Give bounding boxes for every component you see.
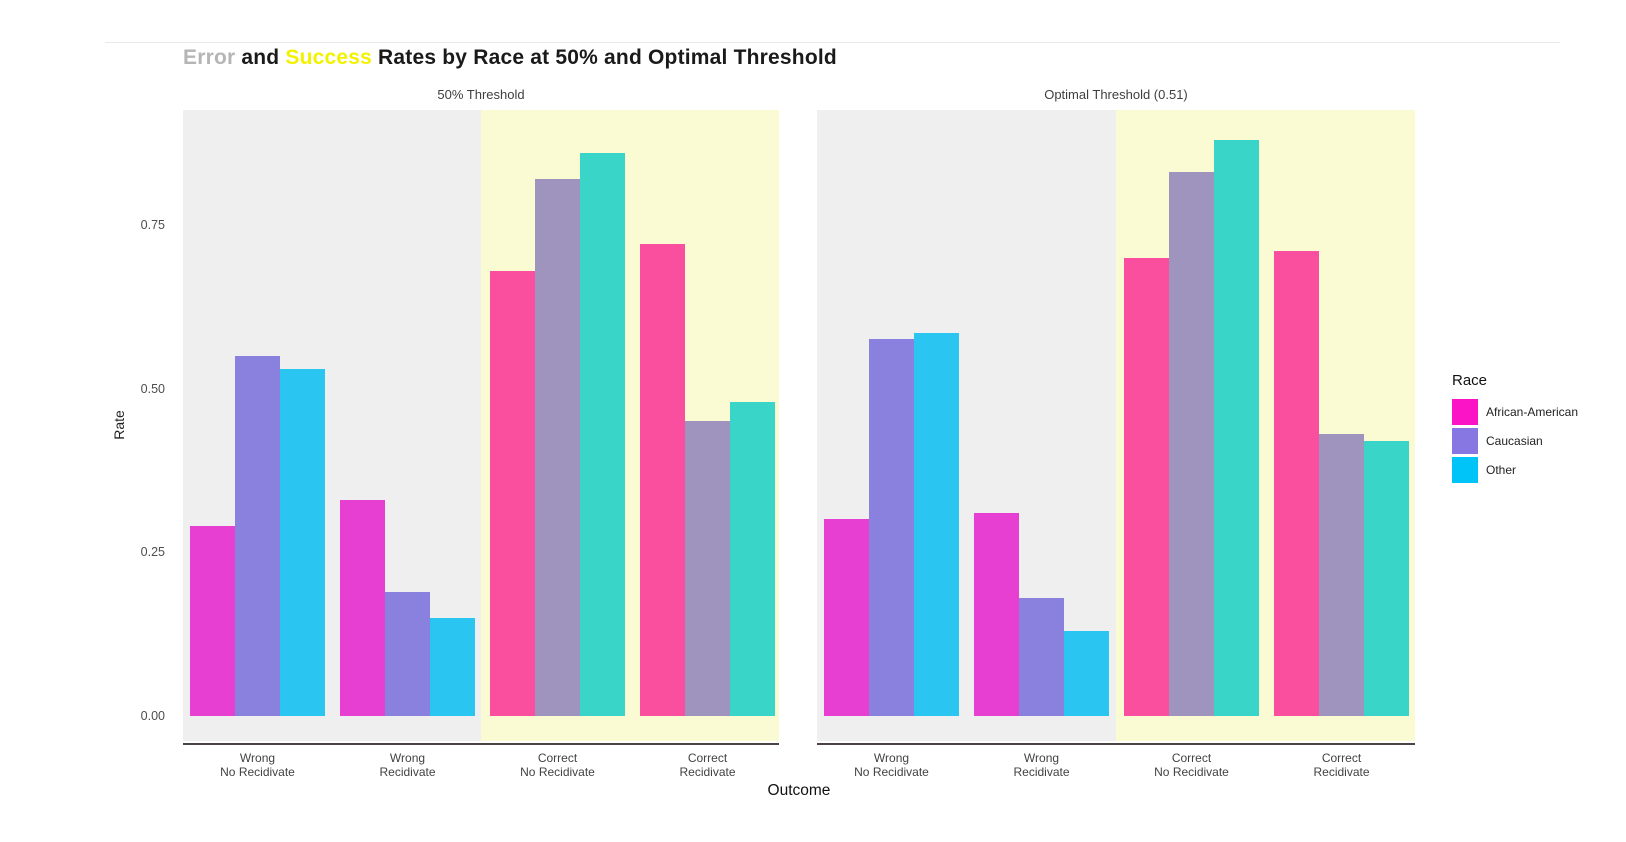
x-tick-label: Wrong No Recidivate [220,751,295,779]
bar-other [1364,441,1409,716]
x-tick-label: Correct Recidivate [679,751,736,779]
bar-caucasian [1169,172,1214,716]
legend-label: Other [1486,462,1517,477]
x-tick-label: Wrong Recidivate [1013,751,1070,779]
bar-african-american [1124,258,1169,716]
top-divider [105,42,1560,43]
bar-other [914,333,959,716]
bar-caucasian [1019,598,1064,716]
bar-caucasian [235,356,280,716]
legend-swatch-caucasian [1452,427,1478,454]
x-tick-label: Wrong No Recidivate [854,751,929,779]
bar-caucasian [385,592,430,716]
x-tick-label: Correct No Recidivate [1154,751,1229,779]
x-axis-line-right [817,743,1415,745]
chart-title-rest: Rates by Race at 50% and Optimal Thresho… [372,46,837,69]
bar-other [1214,140,1259,716]
legend-swatch-other [1452,456,1478,483]
chart-title: Error and Success Rates by Race at 50% a… [183,46,837,70]
x-axis-line-left [183,743,779,745]
bar-caucasian [535,179,580,716]
facet-title-50pct: 50% Threshold [437,87,525,102]
chart-title-and: and [241,46,286,69]
bar-caucasian [869,339,914,716]
bar-other [280,369,325,716]
legend-swatch-african-american [1452,398,1478,425]
legend-entry: Caucasian [1452,426,1578,455]
bar-african-american [824,519,869,716]
legend-entry: African-American [1452,397,1578,426]
x-tick-label: Correct Recidivate [1313,751,1370,779]
bar-african-american [490,271,535,716]
legend-label: African-American [1486,404,1579,419]
x-axis-title: Outcome [767,782,831,799]
y-tick-label: 0.25 [140,545,165,560]
bar-african-american [340,500,385,716]
bar-african-american [974,513,1019,716]
chart-title-success: Success [285,46,373,69]
chart-title-error: Error [183,46,242,69]
x-tick-label: Correct No Recidivate [520,751,595,779]
bar-other [1064,631,1109,716]
bar-african-american [1274,251,1319,716]
facet-panel-optimal [817,110,1415,741]
bar-caucasian [1319,434,1364,716]
y-tick-label: 0.50 [140,381,165,396]
facet-panel-50pct [183,110,779,741]
bar-other [430,618,475,716]
bar-african-american [640,244,685,716]
legend-label: Caucasian [1486,433,1543,448]
bar-caucasian [685,421,730,716]
bar-other [730,402,775,716]
facet-title-optimal: Optimal Threshold (0.51) [1044,87,1188,102]
bar-african-american [190,526,235,716]
x-tick-label: Wrong Recidivate [379,751,436,779]
bar-other [580,153,625,716]
y-tick-label: 0.75 [140,217,165,232]
y-axis-title: Rate [111,410,127,440]
legend-title: Race [1452,372,1488,389]
y-tick-label: 0.00 [140,709,165,723]
legend: Race African-American Caucasian Other [1452,372,1578,484]
legend-entry: Other [1452,455,1578,484]
